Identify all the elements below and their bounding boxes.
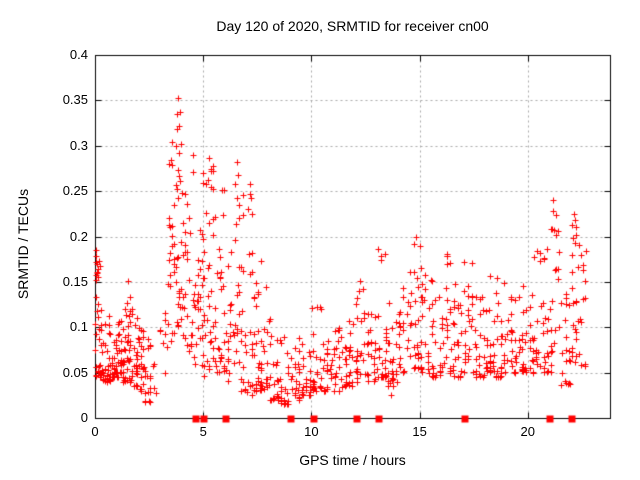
y-tick-label: 0.3 (69, 137, 88, 153)
y-tick-label: 0 (80, 410, 88, 425)
x-tick-label: 0 (91, 424, 99, 439)
y-tick-label: 0.35 (62, 92, 88, 108)
x-tick-label: 5 (199, 424, 207, 439)
y-tick-label: 0.25 (62, 183, 88, 199)
y-tick-label: 0.2 (69, 228, 88, 244)
x-tick-label: 10 (304, 424, 319, 439)
x-tick-label: 20 (520, 424, 535, 439)
y-tick-label: 0.15 (62, 273, 88, 289)
y-tick-label: 0.4 (69, 47, 88, 62)
y-tick-label: 0.05 (62, 364, 88, 380)
x-axis-label: GPS time / hours (299, 452, 406, 468)
y-tick-label: 0.1 (69, 319, 88, 335)
chart-title: Day 120 of 2020, SRMTID for receiver cn0… (216, 18, 489, 34)
x-tick-label: 15 (412, 424, 427, 439)
y-axis-label: SRMTID / TECUs (15, 188, 31, 300)
